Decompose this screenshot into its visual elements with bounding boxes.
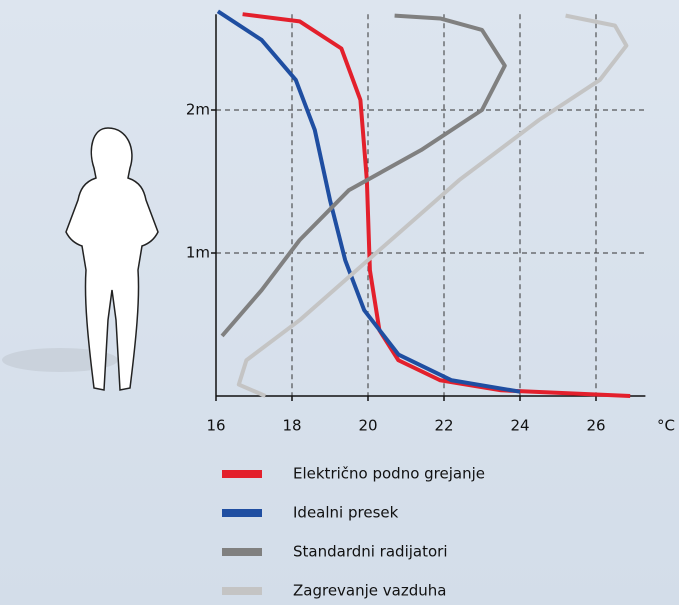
line-series [236, 13, 629, 398]
x-tick-label: 22 [434, 417, 453, 435]
x-tick-label: 18 [282, 417, 301, 435]
y-tick-label: 1m [186, 244, 210, 262]
x-unit: °C [657, 417, 675, 435]
legend-label: Standardni radijatori [293, 543, 447, 561]
legend-label: Električno podno grejanje [293, 465, 485, 483]
silhouette [2, 127, 159, 391]
legend-swatch [222, 548, 262, 556]
legend-label: Idealni presek [293, 504, 399, 522]
line-series [220, 13, 507, 338]
line-series [242, 12, 631, 398]
line-series [216, 9, 521, 394]
x-tick-label: 16 [206, 417, 225, 435]
legend-swatch [222, 470, 262, 478]
x-tick-label: 24 [510, 417, 529, 435]
legend-swatch [222, 587, 262, 595]
legend-swatch [222, 509, 262, 517]
y-tick-label: 2m [186, 101, 210, 119]
legend-label: Zagrevanje vazduha [293, 582, 446, 600]
x-tick-label: 20 [358, 417, 377, 435]
x-tick-label: 26 [586, 417, 605, 435]
